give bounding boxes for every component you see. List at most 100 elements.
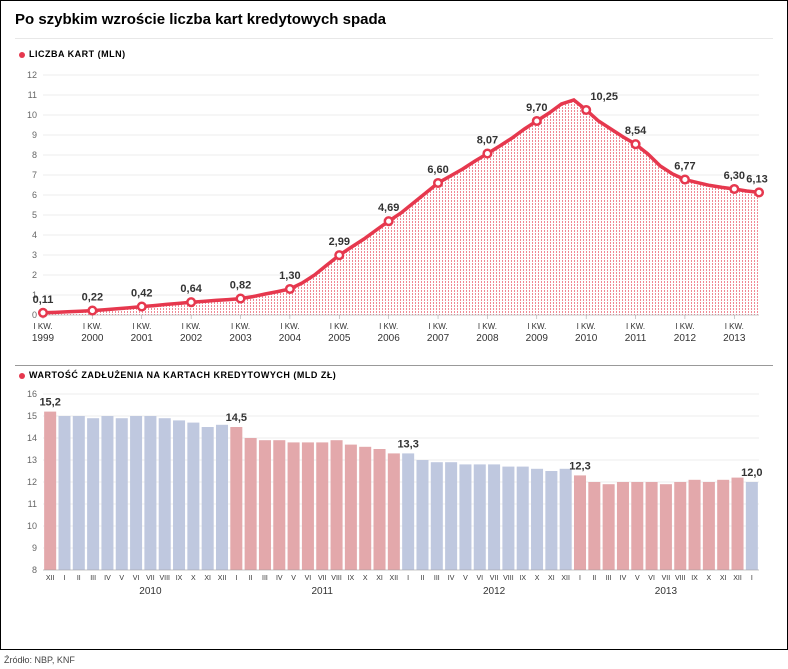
svg-text:VII: VII (318, 575, 327, 582)
svg-text:XII: XII (733, 575, 742, 582)
svg-text:2009: 2009 (526, 333, 549, 344)
svg-text:11: 11 (28, 90, 37, 100)
bar-chart-svg: 8910111213141516XIIIIIIIIIVVVIVIIVIIIIXX… (15, 386, 771, 606)
svg-text:4,69: 4,69 (378, 202, 399, 214)
svg-text:14: 14 (27, 433, 37, 443)
svg-text:4: 4 (32, 230, 37, 240)
svg-text:I: I (64, 575, 66, 582)
svg-text:I: I (235, 575, 237, 582)
svg-text:6,60: 6,60 (427, 164, 448, 176)
svg-text:9,70: 9,70 (526, 102, 547, 114)
svg-text:2001: 2001 (131, 333, 154, 344)
svg-text:II: II (249, 575, 253, 582)
svg-text:2004: 2004 (279, 333, 302, 344)
svg-text:12: 12 (27, 477, 37, 487)
svg-text:2011: 2011 (625, 333, 647, 344)
svg-text:I KW.: I KW. (330, 322, 349, 331)
svg-text:XII: XII (561, 575, 570, 582)
svg-text:6,13: 6,13 (746, 173, 767, 185)
svg-text:V: V (635, 575, 640, 582)
svg-text:9: 9 (32, 543, 37, 553)
svg-text:10: 10 (27, 110, 37, 120)
svg-text:2008: 2008 (476, 333, 499, 344)
svg-text:6,30: 6,30 (724, 170, 745, 182)
svg-text:I KW.: I KW. (577, 322, 596, 331)
svg-text:X: X (191, 575, 196, 582)
svg-text:0,82: 0,82 (230, 280, 251, 292)
line-chart-svg: 0123456789101112I KW.1999I KW.2000I KW.2… (15, 65, 771, 355)
svg-text:0: 0 (32, 310, 37, 320)
svg-text:I KW.: I KW. (182, 322, 201, 331)
svg-text:2012: 2012 (483, 586, 506, 597)
svg-text:11: 11 (28, 499, 37, 509)
svg-text:I KW.: I KW. (725, 322, 744, 331)
svg-text:I KW.: I KW. (626, 322, 645, 331)
dot-icon (19, 52, 25, 58)
svg-text:VIII: VIII (331, 575, 342, 582)
svg-text:I: I (579, 575, 581, 582)
svg-text:III: III (606, 575, 612, 582)
svg-text:6: 6 (32, 190, 37, 200)
svg-text:X: X (535, 575, 540, 582)
svg-text:VI: VI (133, 575, 140, 582)
svg-text:16: 16 (27, 389, 37, 399)
svg-text:VII: VII (490, 575, 499, 582)
svg-text:IX: IX (519, 575, 526, 582)
svg-text:12,3: 12,3 (569, 460, 590, 472)
svg-text:8: 8 (32, 150, 37, 160)
svg-text:3: 3 (32, 250, 37, 260)
main-title: Po szybkim wzroście liczba kart kredytow… (15, 11, 773, 39)
svg-text:0,64: 0,64 (180, 283, 202, 295)
svg-text:II: II (77, 575, 81, 582)
svg-text:15: 15 (27, 411, 37, 421)
svg-text:2010: 2010 (139, 586, 162, 597)
svg-text:VI: VI (476, 575, 483, 582)
source-text: Źródło: NBP, KNF (4, 655, 75, 665)
svg-text:IX: IX (348, 575, 355, 582)
svg-text:2011: 2011 (311, 586, 333, 597)
svg-text:5: 5 (32, 210, 37, 220)
svg-text:2013: 2013 (655, 586, 678, 597)
svg-text:I KW.: I KW. (280, 322, 299, 331)
svg-text:XII: XII (46, 575, 55, 582)
svg-text:III: III (90, 575, 96, 582)
svg-text:I KW.: I KW. (478, 322, 497, 331)
svg-text:I KW.: I KW. (132, 322, 151, 331)
svg-text:0,42: 0,42 (131, 288, 152, 300)
svg-text:X: X (363, 575, 368, 582)
svg-text:VIII: VIII (159, 575, 170, 582)
svg-text:VII: VII (662, 575, 671, 582)
svg-text:V: V (291, 575, 296, 582)
svg-text:II: II (592, 575, 596, 582)
bar-chart: 8910111213141516XIIIIIIIIIVVVIVIIVIIIIXX… (15, 386, 773, 606)
svg-text:8,54: 8,54 (625, 125, 647, 137)
svg-text:V: V (119, 575, 124, 582)
svg-text:I: I (407, 575, 409, 582)
svg-text:XI: XI (548, 575, 555, 582)
svg-text:IV: IV (448, 575, 455, 582)
svg-text:IV: IV (620, 575, 627, 582)
svg-text:14,5: 14,5 (226, 412, 247, 424)
svg-text:2000: 2000 (81, 333, 104, 344)
svg-text:IV: IV (104, 575, 111, 582)
svg-text:I KW.: I KW. (527, 322, 546, 331)
svg-text:2: 2 (32, 270, 37, 280)
svg-text:2013: 2013 (723, 333, 746, 344)
svg-text:XII: XII (390, 575, 399, 582)
svg-text:I KW.: I KW. (33, 322, 52, 331)
svg-text:0,11: 0,11 (33, 294, 54, 306)
svg-text:1,30: 1,30 (279, 270, 300, 282)
svg-text:2006: 2006 (378, 333, 401, 344)
svg-text:2010: 2010 (575, 333, 598, 344)
svg-text:13: 13 (27, 455, 37, 465)
svg-text:2012: 2012 (674, 333, 697, 344)
svg-text:I KW.: I KW. (675, 322, 694, 331)
svg-text:I KW.: I KW. (231, 322, 250, 331)
svg-text:2,99: 2,99 (329, 236, 350, 248)
svg-text:2002: 2002 (180, 333, 203, 344)
svg-text:XI: XI (376, 575, 383, 582)
svg-text:9: 9 (32, 130, 37, 140)
svg-text:2007: 2007 (427, 333, 450, 344)
svg-text:VI: VI (305, 575, 312, 582)
svg-text:VII: VII (146, 575, 155, 582)
